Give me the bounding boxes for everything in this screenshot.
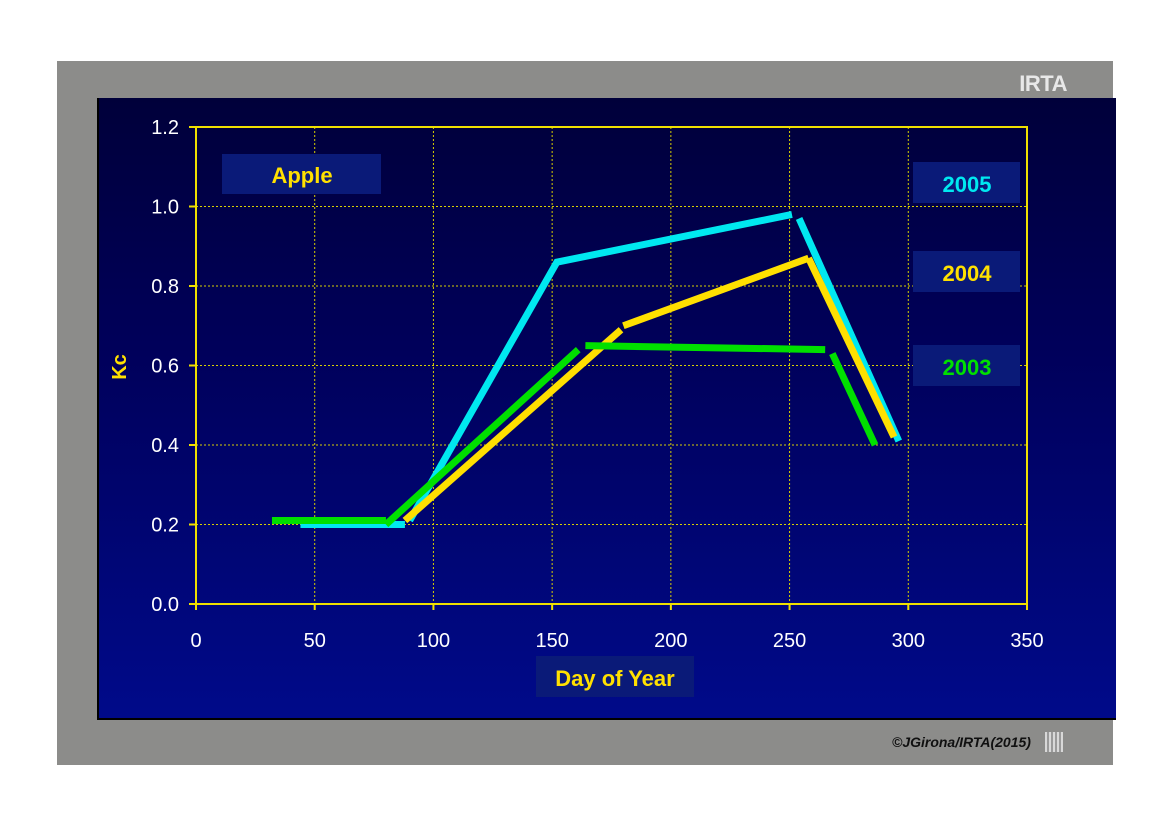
y-tick-label: 1.2 <box>151 117 179 139</box>
irta-logo: IRTA <box>1019 71 1067 96</box>
copyright-text: ©JGirona/IRTA(2015) <box>892 734 1031 750</box>
irta-mini-logo-icon <box>1045 732 1063 752</box>
x-tick-label: 350 <box>1010 630 1043 652</box>
series-line-2004 <box>805 256 898 439</box>
series-lines <box>271 211 902 528</box>
y-axis-ticks: 0.0 0.2 0.4 0.6 0.8 1.0 1.2 <box>151 117 196 616</box>
x-tick-label: 50 <box>304 630 326 652</box>
legend-label-2003: 2003 <box>943 355 992 380</box>
x-label-box <box>536 656 694 697</box>
legend-box-2004 <box>913 251 1020 292</box>
x-axis-ticks: 0 50 100 150 200 250 300 350 <box>190 604 1044 652</box>
y-tick-label: 0.8 <box>151 276 179 298</box>
x-tick-label: 0 <box>190 630 201 652</box>
series-line-2004 <box>402 327 624 524</box>
y-tick-label: 0.2 <box>151 515 179 537</box>
legend-box-2005 <box>913 162 1020 203</box>
x-tick-label: 300 <box>892 630 925 652</box>
x-axis-label: Day of Year <box>555 666 675 691</box>
legend-label-2005: 2005 <box>943 172 992 197</box>
x-tick-label: 100 <box>417 630 450 652</box>
series-line-2004 <box>622 254 810 330</box>
series-line-2003 <box>585 342 826 354</box>
chart-title: Apple <box>271 163 332 188</box>
series-line-2003 <box>383 347 581 528</box>
series-line-2005 <box>406 211 793 523</box>
legend-label-2004: 2004 <box>943 261 993 286</box>
y-tick-label: 0.0 <box>151 594 179 616</box>
x-tick-label: 150 <box>535 630 568 652</box>
legend-box-2003 <box>913 345 1020 386</box>
x-tick-label: 200 <box>654 630 687 652</box>
series-line-2003 <box>829 352 879 447</box>
title-box <box>222 154 381 194</box>
y-axis-label: Kc <box>109 354 131 380</box>
y-tick-label: 0.4 <box>151 435 179 457</box>
y-tick-label: 1.0 <box>151 197 179 219</box>
y-tick-label: 0.6 <box>151 356 179 378</box>
series-line-2005 <box>795 216 902 443</box>
grid <box>196 127 1027 604</box>
x-tick-label: 250 <box>773 630 806 652</box>
